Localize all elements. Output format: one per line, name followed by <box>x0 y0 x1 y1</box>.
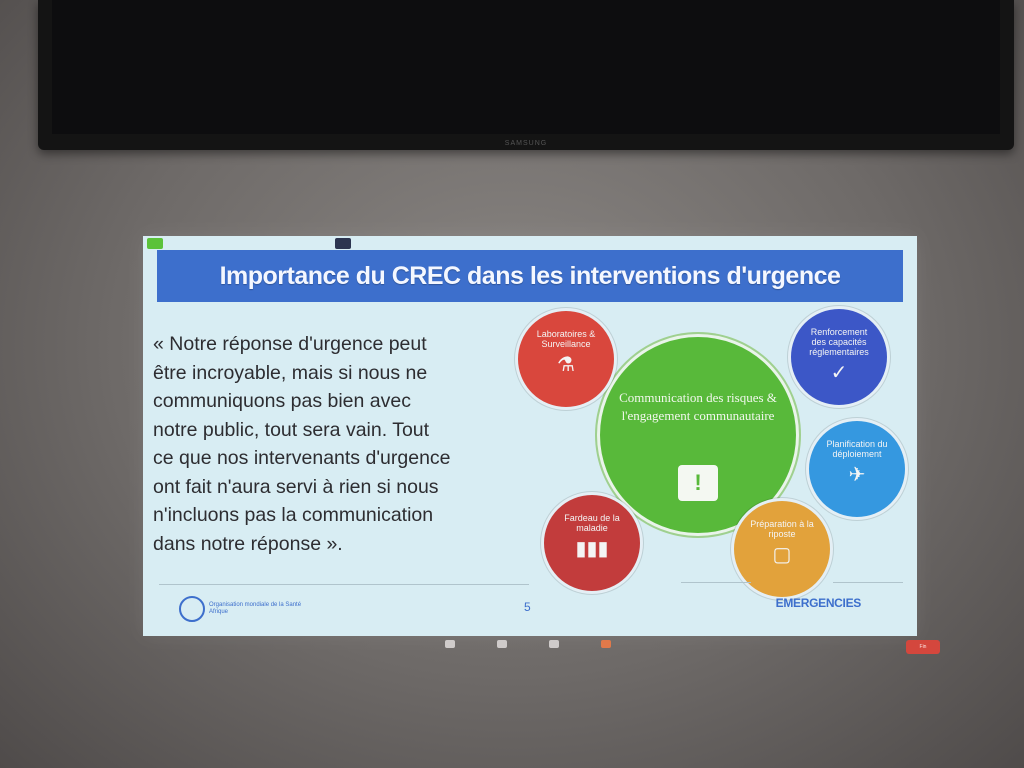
circle-regulatory: Renforcement des capacités réglementaire… <box>788 306 890 408</box>
circle-label: Planification du déploiement <box>826 439 888 459</box>
circle-deployment: Planification du déploiement ✈ <box>806 418 908 520</box>
speech-bubble-exclamation-icon: ! <box>678 465 718 501</box>
footer-rule-left <box>159 584 529 585</box>
share-button[interactable] <box>534 640 574 650</box>
participants-button[interactable] <box>482 640 522 650</box>
tv-screen <box>52 0 1000 134</box>
footer-rule-mid <box>681 582 751 583</box>
chat-button[interactable] <box>430 640 470 650</box>
footer-rule-right <box>833 582 903 583</box>
who-emblem-icon <box>179 596 205 622</box>
bar-chart-icon: ▮▮▮ <box>575 538 609 560</box>
circle-disease-burden: Fardeau de la maladie ▮▮▮ <box>541 492 643 594</box>
slide-page-number: 5 <box>524 600 531 614</box>
tv-brand: SAMSUNG <box>504 140 548 147</box>
share-icon <box>549 640 559 648</box>
circle-response: Préparation à la riposte ▢ <box>731 498 833 600</box>
reactions-button[interactable] <box>586 640 626 650</box>
circle-label: Fardeau de la maladie <box>564 513 620 533</box>
who-region: Afrique <box>209 609 229 615</box>
quote-line: « Notre réponse d'urgence peut <box>153 333 427 355</box>
emergencies-logo: EMERGENCIES <box>775 596 862 610</box>
who-name: Organisation mondiale de la Santé <box>209 602 302 608</box>
view-options-tab[interactable] <box>335 238 351 249</box>
checkmark-icon: ✓ <box>830 362 848 384</box>
center-circle-rcce: Communication des risques & l'engagement… <box>597 334 799 536</box>
slide-title: Importance du CREC dans les intervention… <box>219 261 841 290</box>
slide-title-bar: Importance du CREC dans les intervention… <box>157 250 903 302</box>
circle-label: Laboratoires & Surveillance <box>536 329 596 349</box>
speaker-tab[interactable] <box>147 238 163 249</box>
airplane-icon: ✈ <box>848 464 866 486</box>
who-logo-block: Organisation mondiale de la Santé Afriqu… <box>179 596 301 622</box>
participants-icon <box>497 640 507 648</box>
quote-line: ce que nos intervenants d'urgence <box>153 447 451 469</box>
circle-label: Renforcement des capacités réglementaire… <box>809 327 869 357</box>
quote-line: ont fait n'aura servi à rien si nous <box>153 475 439 498</box>
quote-line: communiquons pas bien avec <box>153 390 411 412</box>
circle-label: Préparation à la riposte <box>750 519 814 539</box>
quote-line: être incroyable, mais si nous ne <box>153 361 428 384</box>
center-circle-label: Communication des risques & l'engagement… <box>619 390 777 423</box>
clipboard-icon: ▢ <box>772 544 792 566</box>
chat-icon <box>445 640 455 648</box>
flask-icon: ⚗ <box>557 354 575 376</box>
wall-tv: SAMSUNG <box>38 0 1014 150</box>
quote-line: dans notre réponse ». <box>153 532 343 555</box>
meeting-toolbar: Fin <box>130 640 950 668</box>
reactions-icon <box>601 640 611 648</box>
end-meeting-button[interactable]: Fin <box>906 640 940 654</box>
quote-text: « Notre réponse d'urgence peut être incr… <box>153 330 548 558</box>
projected-slide: Importance du CREC dans les intervention… <box>143 236 917 636</box>
circle-laboratories: Laboratoires & Surveillance ⚗ <box>515 308 617 410</box>
quote-line: n'incluons pas la communication <box>153 504 434 526</box>
quote-line: notre public, tout sera vain. Tout <box>153 418 430 441</box>
